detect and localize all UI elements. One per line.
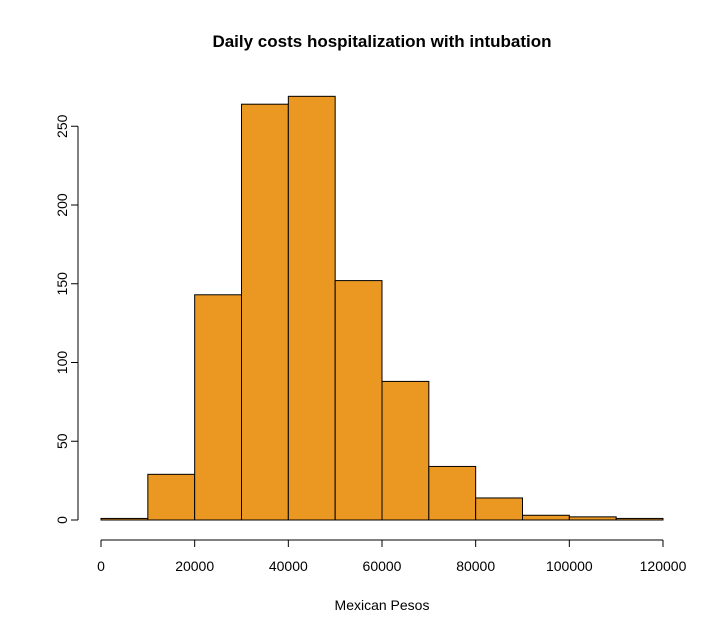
chart-title: Daily costs hospitalization with intubat… [212, 32, 551, 51]
x-tick-label-3: 60000 [363, 558, 402, 574]
histogram-bar-2 [194, 294, 243, 521]
histogram-bar-10 [568, 516, 617, 521]
y-axis: 0 50 100 150 200 250 [54, 114, 79, 524]
x-tick-label-4: 80000 [456, 558, 495, 574]
y-tick-label-0: 0 [54, 516, 70, 524]
histogram-bar-3 [241, 103, 289, 521]
histogram-bar-9 [522, 514, 570, 521]
histogram-bar-7 [428, 465, 477, 521]
histogram-bar-5 [334, 280, 383, 521]
histogram-bar-0 [100, 517, 149, 521]
x-axis: 0 20000 40000 60000 80000 100000 120000 [97, 539, 687, 574]
y-tick-label-4: 200 [54, 193, 70, 217]
histogram-bar-4 [287, 95, 336, 521]
histogram-bars [100, 95, 664, 521]
histogram-bar-6 [381, 380, 430, 521]
x-tick-label-2: 40000 [269, 558, 308, 574]
x-tick-label-0: 0 [97, 558, 105, 574]
y-tick-label-2: 100 [54, 351, 70, 375]
x-tick-label-5: 100000 [546, 558, 593, 574]
y-tick-label-1: 50 [54, 433, 70, 449]
x-axis-label: Mexican Pesos [335, 597, 430, 613]
x-tick-label-6: 120000 [640, 558, 687, 574]
histogram-bar-11 [615, 517, 664, 521]
histogram-bar-1 [147, 473, 196, 521]
y-tick-label-3: 150 [54, 272, 70, 296]
x-tick-label-1: 20000 [175, 558, 214, 574]
histogram-bar-8 [475, 497, 523, 521]
y-tick-label-5: 250 [54, 114, 70, 138]
